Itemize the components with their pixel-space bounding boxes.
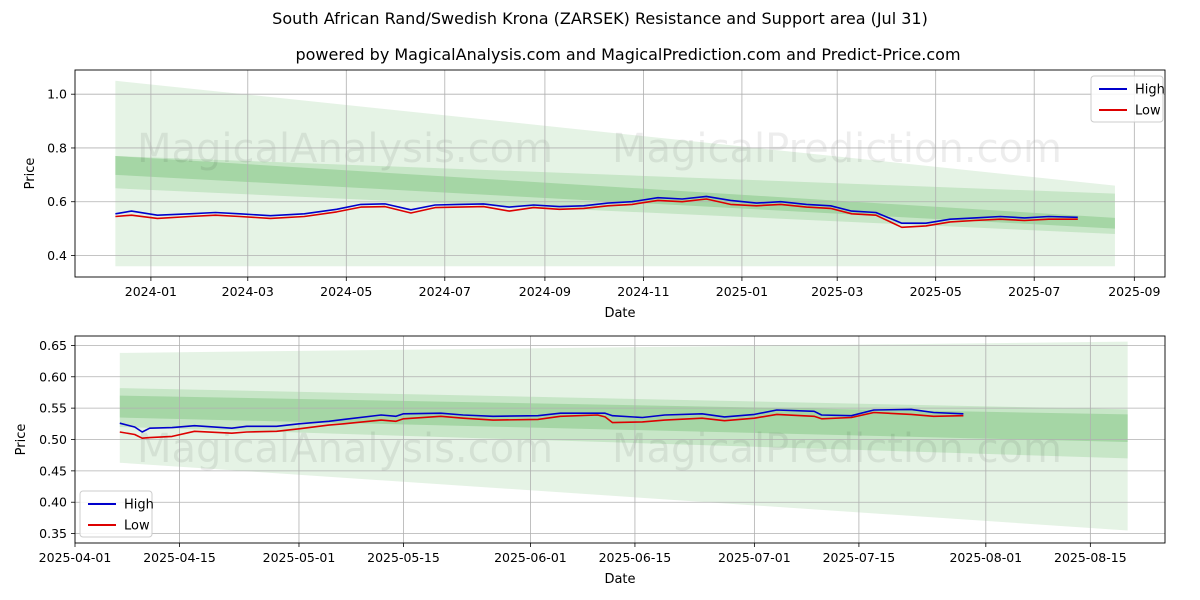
x-axis-label: Date [604, 306, 635, 321]
ticks: 2025-04-01 2025-04-15 2025-05-01 2025-05-15… [39, 338, 1127, 565]
x-tick-label: 2024-07 [419, 284, 471, 299]
x-tick-label: 2025-04-01 [39, 550, 112, 565]
y-tick-label: 0.6 [47, 194, 67, 209]
y-axis-label: Price [14, 424, 29, 456]
legend-label-high: High [1135, 83, 1165, 98]
x-tick-label: 2025-06-15 [599, 550, 672, 565]
x-tick-label: 2025-07 [1008, 284, 1060, 299]
y-tick-label: 0.35 [39, 526, 67, 541]
y-tick-label: 0.65 [39, 338, 67, 353]
ticks: 2024-01 2024-03 2024-05 2024-07 2024-09 2024-… [47, 87, 1160, 299]
support-resistance-bands [119, 341, 1128, 531]
legend-label-high: High [124, 498, 154, 513]
x-tick-label: 2025-06-01 [494, 550, 567, 565]
series-line-high [119, 408, 964, 433]
x-tick-label: 2025-01 [716, 284, 768, 299]
y-tick-label: 1.0 [47, 87, 67, 102]
x-tick-label: 2025-09 [1108, 284, 1160, 299]
plot-frame [74, 69, 1166, 278]
y-tick-label: 0.8 [47, 140, 67, 155]
band-3 [115, 156, 1115, 229]
watermark: MagicalAnalysis.com MagicalPrediction.com [137, 426, 1062, 472]
watermark-text: MagicalPrediction.com [612, 426, 1062, 472]
chart-panel-1: MagicalAnalysis.com MagicalPrediction.com… [23, 69, 1166, 321]
band-2 [119, 388, 1128, 459]
x-tick-label: 2025-05-01 [263, 550, 336, 565]
x-axis-label: Date [604, 572, 635, 587]
x-tick-label: 2025-08-15 [1054, 550, 1127, 565]
band-1 [119, 341, 1128, 531]
watermark-text: MagicalAnalysis.com [137, 426, 553, 472]
chart-title: South African Rand/Swedish Krona (ZARSEK… [272, 9, 928, 28]
x-tick-label: 2024-11 [617, 284, 669, 299]
y-tick-label: 0.60 [39, 369, 67, 384]
watermark-text: MagicalAnalysis.com [137, 126, 553, 172]
x-tick-label: 2024-03 [222, 284, 274, 299]
x-tick-label: 2024-09 [519, 284, 571, 299]
x-tick-label: 2025-04-15 [143, 550, 216, 565]
legend: High Low [79, 490, 154, 538]
plot-frame [74, 335, 1166, 544]
y-tick-label: 0.55 [39, 401, 67, 416]
x-tick-label: 2025-07-01 [718, 550, 791, 565]
y-tick-label: 0.45 [39, 463, 67, 478]
x-tick-label: 2025-05 [910, 284, 962, 299]
y-axis-label: Price [23, 158, 38, 190]
x-tick-label: 2025-07-15 [823, 550, 896, 565]
grid [74, 336, 1165, 543]
x-tick-label: 2025-05-15 [367, 550, 440, 565]
x-tick-label: 2025-03 [811, 284, 863, 299]
x-tick-label: 2024-05 [320, 284, 372, 299]
y-tick-label: 0.4 [47, 248, 67, 263]
x-tick-label: 2024-01 [125, 284, 177, 299]
band-1 [115, 80, 1115, 267]
chart-panel-2: MagicalAnalysis.com MagicalPrediction.com… [14, 335, 1166, 587]
legend-label-low: Low [124, 519, 150, 534]
series-line-low [119, 411, 964, 439]
legend: High Low [1090, 75, 1165, 123]
series-line-low [115, 198, 1078, 229]
legend-label-low: Low [1135, 104, 1161, 119]
x-tick-label: 2025-08-01 [949, 550, 1022, 565]
y-tick-label: 0.50 [39, 432, 67, 447]
chart-subtitle: powered by MagicalAnalysis.com and Magic… [295, 45, 961, 64]
y-tick-label: 0.40 [39, 495, 67, 510]
series-line-high [115, 195, 1078, 224]
support-resistance-bands [115, 80, 1115, 267]
band-3 [119, 395, 1128, 443]
